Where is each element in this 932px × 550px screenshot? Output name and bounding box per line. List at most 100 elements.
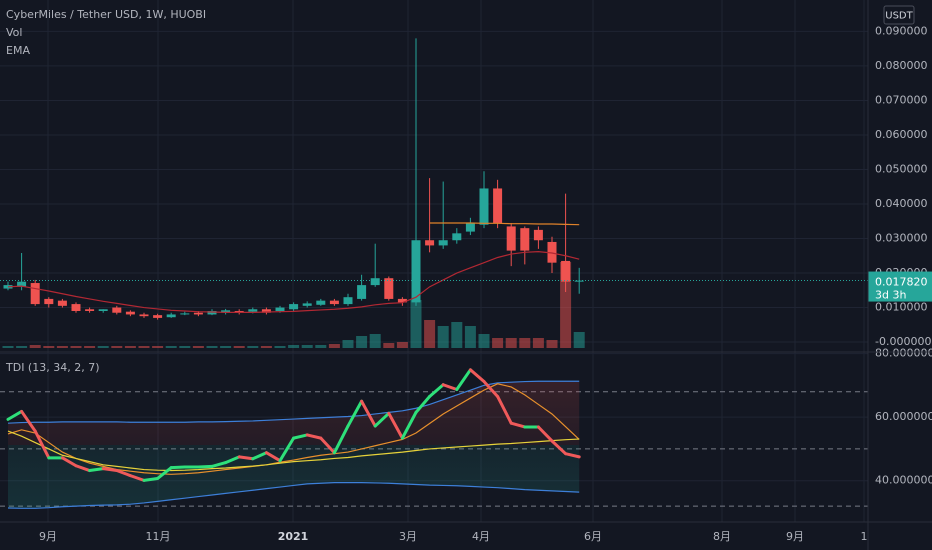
signal-segment	[305, 433, 323, 440]
x-tick-label: 9月	[786, 530, 804, 543]
candle-body	[248, 309, 258, 312]
candle-body	[574, 280, 584, 282]
signal-segment	[455, 368, 472, 391]
signal-segment	[33, 429, 51, 460]
signal-segment	[74, 464, 92, 473]
last-price-label: 0.017820	[875, 276, 928, 289]
candle-body	[547, 241, 557, 263]
band-line	[7, 380, 580, 424]
candle-body	[357, 285, 367, 299]
signal-segment	[128, 474, 146, 482]
signal-segment	[482, 380, 500, 398]
volume-bar	[233, 346, 245, 348]
signal-segment	[292, 433, 309, 440]
y-tick-label: 0.060000	[875, 128, 928, 141]
candle-body	[71, 304, 81, 311]
y-tick-label: -0.000000	[875, 335, 931, 348]
overlay-line	[429, 222, 580, 226]
tdi-title: TDI (13, 34, 2, 7)	[5, 361, 99, 374]
legend-vol: Vol	[6, 26, 22, 39]
currency[interactable]: USDT	[885, 11, 913, 22]
candle-body	[397, 298, 407, 303]
last-price-box	[868, 271, 932, 302]
signal-segment	[346, 399, 364, 428]
candle-body	[180, 313, 190, 315]
candle-body	[561, 260, 571, 282]
candle-body	[302, 303, 312, 306]
volume-bar	[247, 346, 259, 348]
volume-bar	[111, 346, 123, 348]
volume-bar	[2, 346, 14, 348]
signal-segment	[237, 455, 255, 461]
candle-body	[493, 188, 503, 223]
candle-body	[139, 314, 149, 317]
candle-body	[44, 298, 54, 305]
candle-body	[261, 309, 271, 313]
signal-segment	[509, 421, 527, 429]
volume-bar	[220, 346, 232, 348]
signal-segment	[360, 399, 377, 428]
signal-segment	[414, 394, 432, 414]
volume-bar	[437, 326, 449, 348]
volume-bar	[356, 336, 368, 348]
signal-segment	[332, 424, 350, 455]
x-tick-label: 8月	[713, 530, 731, 543]
volume-bar	[138, 346, 150, 348]
candle-body	[329, 300, 339, 305]
volume-bar	[192, 346, 204, 348]
volume-bar	[274, 346, 286, 348]
x-tick-label: 2021	[278, 530, 309, 543]
signal-segment	[60, 456, 78, 468]
y-tick-label: 0.030000	[875, 232, 928, 245]
signal-segment	[387, 411, 404, 440]
signal-segment	[142, 476, 160, 482]
candle-body	[425, 240, 435, 246]
candle-body	[533, 229, 543, 241]
candle-body	[17, 281, 27, 287]
volume-bar	[424, 320, 436, 348]
y-tick-label: 0.040000	[875, 197, 928, 210]
tdi-line	[7, 383, 580, 475]
volume-bar	[206, 346, 218, 348]
signal-segment	[20, 409, 37, 433]
candle-body	[411, 240, 421, 303]
volume-bar	[519, 338, 531, 348]
y-tick-label: 40.000000	[875, 474, 932, 487]
candle-body	[275, 307, 285, 311]
volume-bar	[478, 334, 490, 348]
volume-bar	[369, 334, 381, 348]
candle-body	[85, 309, 95, 311]
tdi-line	[7, 430, 580, 472]
signal-segment	[373, 411, 391, 428]
candle-body	[438, 240, 448, 246]
signal-segment	[210, 461, 228, 468]
volume-bar	[97, 346, 109, 348]
signal-segment	[169, 465, 187, 470]
currency-box[interactable]	[883, 5, 915, 25]
signal-segment	[550, 439, 568, 456]
x-tick-label: 6月	[584, 530, 602, 543]
signal-segment	[224, 455, 241, 465]
x-tick-label: 3月	[399, 530, 417, 543]
legend-ema: EMA	[6, 44, 30, 57]
volume-bar	[492, 338, 504, 348]
volume-bar	[84, 346, 96, 348]
volume-bar	[560, 262, 572, 348]
signal-segment	[496, 394, 513, 425]
x-tick-label: 1	[861, 530, 868, 543]
candle-body	[289, 304, 299, 310]
volume-bar	[328, 344, 340, 348]
volume-bar	[152, 346, 164, 348]
signal-segment	[319, 436, 336, 455]
volume-bar	[573, 332, 585, 348]
signal-segment	[196, 464, 214, 469]
y-tick-label: 0.090000	[875, 24, 928, 37]
volume-bar	[505, 338, 517, 348]
candle-body	[506, 226, 516, 251]
candle-body	[221, 310, 231, 313]
y-tick-label: 80.000000	[875, 347, 932, 360]
volume-bar	[383, 343, 395, 348]
signal-segment	[115, 469, 132, 478]
candle-body	[207, 310, 217, 315]
candle-body	[125, 311, 135, 315]
